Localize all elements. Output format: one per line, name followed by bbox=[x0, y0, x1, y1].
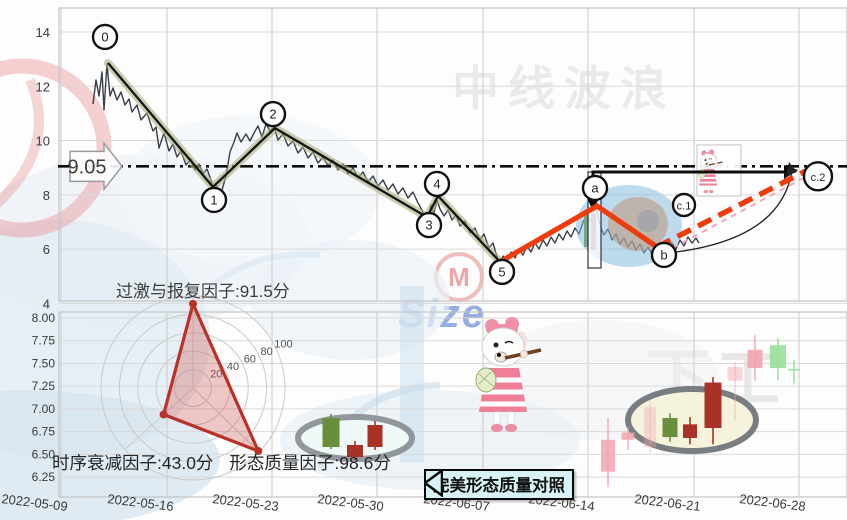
x-axis-date-label: 2022-06-21 bbox=[634, 491, 702, 514]
x-axis-date-label: 2022-06-28 bbox=[739, 491, 807, 514]
radar-ring-tick-label: 80 bbox=[261, 346, 273, 358]
candle-body bbox=[662, 417, 678, 438]
y-axis-tick-label: 6 bbox=[43, 242, 50, 257]
down-arrowhead bbox=[587, 198, 599, 211]
wave-label-text: 1 bbox=[210, 192, 217, 207]
radar-vertex-dot bbox=[159, 410, 168, 419]
y-axis-tick-label: 14 bbox=[36, 25, 50, 40]
wave-label-circle bbox=[650, 241, 678, 269]
compare-label: 完美形态质量对照 bbox=[424, 469, 574, 500]
wave-label-circle bbox=[671, 192, 697, 218]
wave-label-text: a bbox=[591, 180, 599, 195]
y-axis-tick-label: 6.75 bbox=[32, 425, 56, 439]
y-axis-tick-label: 7.00 bbox=[32, 402, 56, 416]
y-axis-tick-label: 8.00 bbox=[32, 311, 56, 325]
radar-ring-tick-label: 100 bbox=[274, 339, 292, 351]
wave-label-text: b bbox=[660, 247, 667, 262]
candle-body bbox=[601, 439, 615, 472]
highlight-ellipse bbox=[625, 386, 759, 454]
candle-body bbox=[704, 382, 722, 428]
radar-polygon bbox=[162, 302, 260, 453]
wave-label-text: 2 bbox=[269, 107, 276, 122]
pink-projection-dashed bbox=[662, 170, 817, 254]
y-axis-tick-label: 6.50 bbox=[32, 447, 56, 461]
y-axis-tick-label: 8 bbox=[43, 188, 50, 203]
wave-label-circle bbox=[581, 174, 609, 202]
y-axis-tick-label: 12 bbox=[36, 79, 50, 94]
radar-ring-tick-label: 20 bbox=[210, 369, 222, 381]
mascot-illustration bbox=[475, 317, 542, 432]
black-impulse-wave bbox=[107, 62, 501, 263]
wave-label-text: c.2 bbox=[811, 172, 826, 184]
curved-arrowhead bbox=[786, 162, 797, 176]
radar-vertex-dot bbox=[254, 447, 263, 456]
candle-body bbox=[770, 345, 786, 368]
candle-body bbox=[683, 424, 697, 438]
wave-label-text: 3 bbox=[425, 218, 432, 233]
radar-ring-tick-label: 40 bbox=[227, 361, 239, 373]
wave-label-text: c.1 bbox=[677, 201, 692, 213]
level-arrow-flag bbox=[69, 141, 123, 192]
y-axis-tick-label: 7.50 bbox=[32, 356, 56, 370]
curved-annotation-arrow bbox=[675, 169, 793, 253]
x-axis-date-label: 2022-05-30 bbox=[317, 491, 385, 514]
radar-spoke bbox=[192, 387, 260, 453]
factor-pattern-quality: 形态质量因子:98.6分 bbox=[229, 453, 391, 473]
y-axis-tick-label: 10 bbox=[36, 134, 50, 149]
radar-title: 过激与报复因子:91.5分 bbox=[116, 282, 290, 301]
radar-ring-tick-label: 60 bbox=[244, 354, 256, 366]
reference-candle-body bbox=[322, 418, 340, 447]
wave-art-curl bbox=[197, 251, 321, 302]
y-axis-tick-label: 7.75 bbox=[32, 334, 56, 348]
left-arrowhead-icon bbox=[424, 469, 443, 497]
wave-label-circle bbox=[91, 23, 119, 51]
background-artwork bbox=[0, 58, 720, 520]
candle-body bbox=[727, 367, 743, 381]
gray-highlight-dot bbox=[637, 210, 659, 232]
y-axis-tick-label: 4 bbox=[43, 296, 50, 311]
factor-time-decay: 时序衰减因子:43.0分 bbox=[52, 453, 214, 473]
red-wave-solid bbox=[497, 203, 660, 265]
y-axis-tick-label: 7.25 bbox=[32, 379, 56, 393]
wave-label-circle bbox=[200, 186, 228, 214]
x-axis-date-label: 2022-05-23 bbox=[212, 491, 280, 514]
wave-label-text: 5 bbox=[498, 264, 505, 279]
perfect-pattern-compare-callout: 完美形态质量对照 bbox=[424, 469, 574, 500]
watermark-midline-wave: 中线波浪 bbox=[452, 62, 676, 115]
factor-scores: 时序衰减因子:43.0分 形态质量因子:98.6分 bbox=[52, 450, 391, 475]
candle-body bbox=[644, 407, 656, 448]
y-axis-tick-label: 6.25 bbox=[32, 470, 56, 484]
wave-label-circle bbox=[259, 100, 287, 128]
red-wave-dashed bbox=[655, 163, 817, 250]
wave-label-text: 4 bbox=[433, 176, 440, 191]
wave-label-text: 0 bbox=[101, 29, 108, 44]
wave-art-blob bbox=[0, 390, 220, 520]
wave-label-circle bbox=[488, 258, 516, 286]
panel-spine bbox=[58, 7, 847, 302]
wave-label-circle bbox=[415, 211, 443, 239]
reference-candle-body bbox=[347, 445, 363, 457]
candle-body bbox=[747, 349, 763, 368]
wave-label-circle bbox=[802, 161, 834, 192]
wave-label-circle bbox=[423, 170, 451, 198]
red-seal-logo-stroke bbox=[0, 78, 44, 208]
candle-body bbox=[788, 368, 800, 371]
level-arrow-label: 9.05 bbox=[68, 156, 107, 178]
radar-vertex-dot bbox=[189, 299, 197, 308]
candle-body bbox=[621, 432, 635, 440]
radar-spoke bbox=[124, 387, 194, 450]
reference-candle-body bbox=[367, 425, 383, 447]
